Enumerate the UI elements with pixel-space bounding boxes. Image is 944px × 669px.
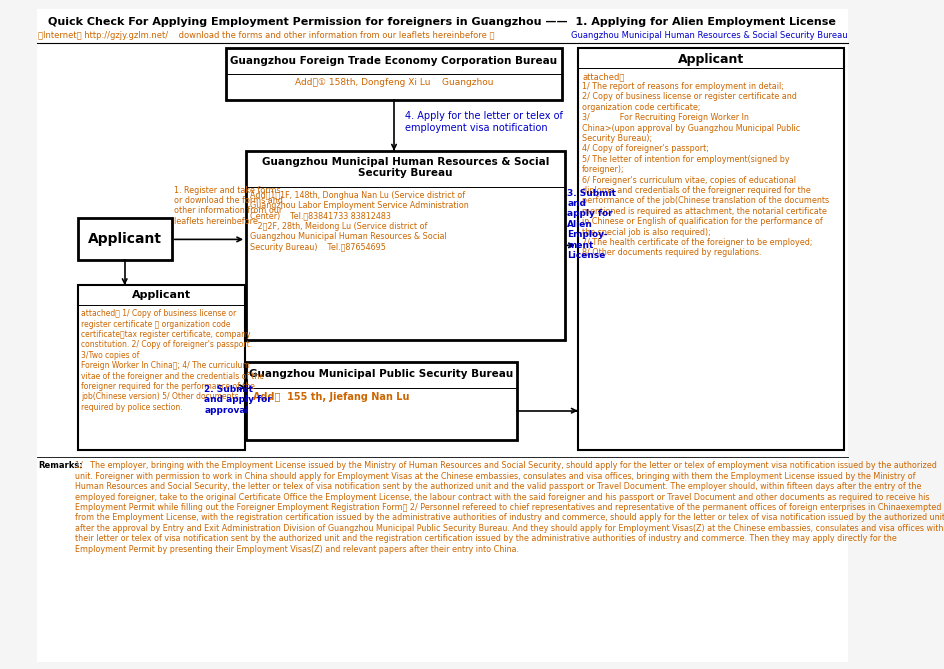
Text: Guangzhou Municipal Human Resources & Social Security Bureau: Guangzhou Municipal Human Resources & So… — [570, 31, 847, 40]
Text: Applicant: Applicant — [131, 290, 191, 300]
Text: Add：  155 th, Jiefang Nan Lu: Add： 155 th, Jiefang Nan Lu — [253, 392, 409, 402]
Bar — [77, 219, 172, 260]
Text: （Internet： http://gzjy.gzlm.net/    download the forms and other information fro: （Internet： http://gzjy.gzlm.net/ downloa… — [38, 31, 495, 40]
Text: Applicant: Applicant — [677, 53, 743, 66]
Text: 1/ The report of reasons for employment in detail;
2/ Copy of business license o: 1/ The report of reasons for employment … — [582, 82, 829, 258]
Bar — [245, 151, 565, 340]
Text: Guangzhou Municipal Public Security Bureau: Guangzhou Municipal Public Security Bure… — [249, 369, 513, 379]
Text: Quick Check For Applying Employment Permission for foreigners in Guangzhou ——  1: Quick Check For Applying Employment Perm… — [47, 17, 834, 27]
Text: Remarks:: Remarks: — [38, 462, 83, 470]
Text: Add：① 158th, Dongfeng Xi Lu    Guangzhou: Add：① 158th, Dongfeng Xi Lu Guangzhou — [295, 78, 493, 87]
Text: 1/   The employer, bringing with the Employment License issued by the Ministry o: 1/ The employer, bringing with the Emplo… — [75, 462, 944, 554]
Bar — [77, 285, 244, 450]
Bar — [577, 48, 843, 450]
Bar — [226, 48, 562, 100]
Text: 3. Submit
and
apply for
Alien
Employ-
ment
License: 3. Submit and apply for Alien Employ- me… — [566, 189, 615, 260]
Text: 1. Register and take forms
or download the forms and
other information from our
: 1. Register and take forms or download t… — [174, 185, 282, 226]
Text: attached： 1/ Copy of business license or
register certificate 、 organization cod: attached： 1/ Copy of business license or… — [81, 309, 263, 411]
Bar — [245, 362, 516, 440]
Text: Add：1、1F, 148th, Donghua Nan Lu (Service district of
Guangzhou Labor Employment : Add：1、1F, 148th, Donghua Nan Lu (Service… — [250, 191, 468, 252]
Text: Applicant: Applicant — [88, 232, 161, 246]
Text: Guangzhou Municipal Human Resources & Social
Security Bureau: Guangzhou Municipal Human Resources & So… — [261, 157, 548, 179]
Text: 4. Apply for the letter or telex of
employment visa notification: 4. Apply for the letter or telex of empl… — [405, 111, 563, 132]
Text: Guangzhou Foreign Trade Economy Corporation Bureau: Guangzhou Foreign Trade Economy Corporat… — [230, 56, 557, 66]
Text: 2. Submit
and apply for
approval: 2. Submit and apply for approval — [204, 385, 272, 415]
Text: attached：: attached： — [582, 72, 624, 81]
